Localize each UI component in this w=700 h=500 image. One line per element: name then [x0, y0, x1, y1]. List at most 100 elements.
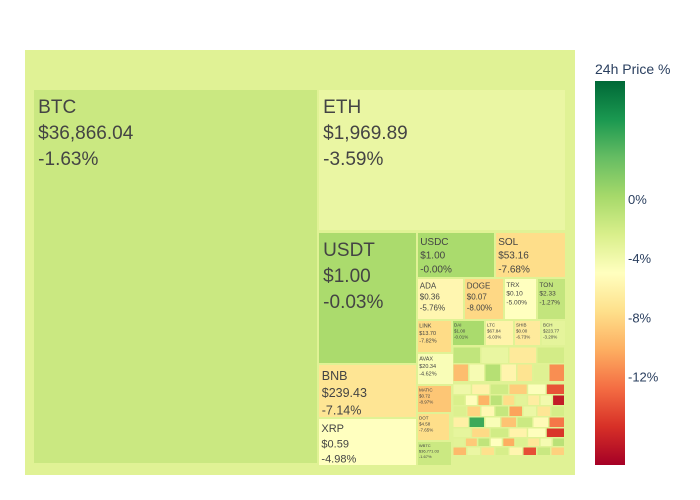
colorbar-tick-label: -4%	[628, 251, 652, 266]
tile-minor-asset	[453, 428, 471, 437]
colorbar-tick-label: -12%	[628, 369, 659, 384]
tile-link-price: $13.70	[419, 331, 436, 337]
tile-minor-asset	[549, 364, 564, 381]
tile-ton	[538, 279, 565, 319]
tile-ton-price: $2.33	[539, 291, 556, 298]
tile-avax	[418, 354, 453, 384]
tile-dai-price: $1.00	[454, 329, 466, 334]
tile-minor-asset	[515, 395, 527, 405]
tile-ada	[418, 279, 463, 319]
tile-minor-asset	[481, 347, 508, 363]
tile-xrp-change: -4.98%	[321, 453, 356, 465]
tile-wbtc	[418, 442, 451, 465]
tile-minor-asset	[481, 406, 494, 416]
tile-wbtc-symbol: WBTC	[419, 443, 431, 448]
tile-minor-asset	[528, 438, 540, 446]
tile-eth-change: -3.59%	[323, 149, 383, 170]
tile-wbtc-change: -1.67%	[419, 454, 432, 459]
tile-minor-asset	[509, 428, 527, 437]
tile-minor-asset	[453, 406, 466, 416]
tile-doge-symbol: DOGE	[467, 282, 491, 291]
tile-matic-symbol: MATIC	[419, 387, 433, 392]
tile-avax-change: -4.62%	[419, 372, 437, 378]
tile-minor-asset	[537, 447, 550, 455]
tile-trx-symbol: TRX	[506, 282, 520, 289]
tile-usdt-change: -0.03%	[323, 292, 383, 313]
tile-bch-price: $223.77	[543, 329, 560, 334]
tile-usdt-symbol: USDT	[323, 240, 375, 261]
tile-matic-change: -8.97%	[419, 400, 433, 405]
tile-minor-asset	[465, 438, 477, 446]
tile-wbtc-price: $36,771.03	[419, 448, 440, 453]
tile-usdc	[418, 233, 494, 277]
tile-btc-symbol: BTC	[38, 97, 76, 118]
colorbar-tick-label: -8%	[628, 310, 652, 325]
tile-shib	[515, 321, 540, 345]
tile-minor-asset	[509, 384, 527, 394]
tile-minor-asset	[528, 395, 540, 405]
tile-minor-asset	[490, 428, 508, 437]
tile-shib-symbol: SHIB	[516, 322, 527, 327]
tile-minor-asset	[453, 438, 465, 446]
treemap-tiles: BTC $36,866.04 -1.63% ETH $1,969.89 -3.59% USD…	[25, 50, 575, 475]
tile-sol	[496, 233, 565, 277]
tile-dai-symbol: DAI	[454, 322, 462, 327]
colorbar-gradient	[595, 81, 625, 465]
tile-minor-asset	[553, 438, 564, 446]
tile-minor-asset	[490, 438, 502, 446]
tile-bch	[542, 321, 565, 345]
tile-link-symbol: LINK	[419, 324, 432, 330]
tile-doge-change: -8.00%	[467, 304, 492, 313]
tile-minor-asset	[467, 447, 480, 455]
tile-matic	[418, 386, 451, 412]
tile-ton-change: -1.27%	[539, 300, 560, 307]
tile-usdt-price: $1.00	[323, 266, 371, 287]
tile-dai	[453, 321, 484, 345]
tile-ltc	[486, 321, 513, 345]
tile-btc-change: -1.63%	[38, 149, 98, 170]
tile-bch-symbol: BCH	[543, 322, 553, 327]
tile-minor-asset	[551, 406, 564, 416]
tile-minor-asset	[472, 384, 490, 394]
tile-minor-asset	[509, 447, 522, 455]
tile-minor-asset	[540, 395, 552, 405]
tile-minor-asset	[528, 428, 546, 437]
tile-minor-asset	[485, 364, 500, 381]
tile-minor-asset	[503, 395, 515, 405]
tile-ltc-symbol: LTC	[487, 322, 496, 327]
tile-minor-asset	[540, 438, 552, 446]
colorbar-title: 24h Price %	[595, 61, 670, 77]
tile-xrp-symbol: XRP	[321, 423, 344, 435]
tile-minor-asset	[515, 438, 527, 446]
tile-minor-asset	[553, 395, 564, 405]
tile-matic-price: $0.72	[419, 394, 431, 399]
tile-sol-symbol: SOL	[498, 237, 518, 248]
tile-minor-asset	[523, 447, 536, 455]
colorbar-tick-label: 0%	[628, 192, 647, 207]
tile-minor-asset	[481, 447, 494, 455]
tile-ada-symbol: ADA	[420, 282, 437, 291]
tile-minor-asset	[453, 384, 471, 394]
tile-minor-asset	[549, 417, 564, 427]
tile-doge-price: $0.07	[467, 293, 488, 302]
tile-minor-asset	[453, 364, 468, 381]
tile-minor-asset	[537, 347, 564, 363]
tile-usdc-symbol: USDC	[420, 237, 448, 248]
tile-minor-asset	[478, 395, 490, 405]
tile-dai-change: -0.01%	[454, 335, 468, 340]
tile-minor-asset	[533, 364, 548, 381]
tile-bnb-symbol: BNB	[322, 369, 348, 383]
colorbar: 24h Price % 0% -4% -8% -12%	[595, 61, 670, 465]
tile-minor-asset	[517, 364, 532, 381]
tile-minor-asset	[503, 438, 515, 446]
tile-minor-asset	[465, 395, 477, 405]
tile-usdc-price: $1.00	[420, 251, 445, 262]
tile-dot-symbol: DOT	[419, 415, 429, 420]
tile-ltc-change: -6.03%	[487, 335, 501, 340]
tile-minor-asset	[478, 438, 490, 446]
tile-trx-change: -5.00%	[506, 300, 527, 307]
tile-minor-asset	[546, 428, 564, 437]
tile-minor-asset	[490, 384, 508, 394]
tile-link	[418, 321, 451, 352]
